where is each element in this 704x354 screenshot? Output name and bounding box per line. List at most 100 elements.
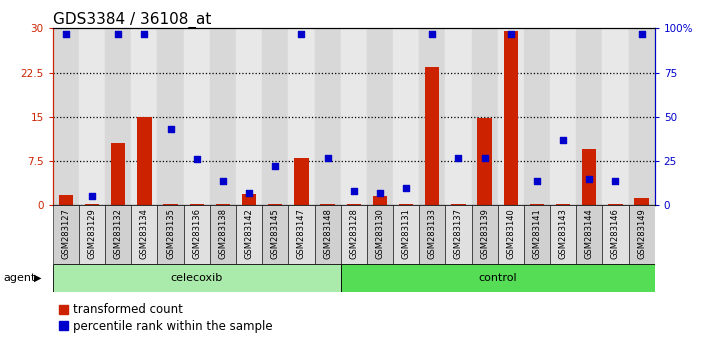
Text: celecoxib: celecoxib (170, 273, 223, 283)
Text: GSM283130: GSM283130 (375, 208, 384, 259)
Point (584, 176, 595, 182)
Text: control: control (479, 273, 517, 283)
Text: GSM283140: GSM283140 (506, 208, 515, 259)
Bar (582, 149, 596, 205)
Text: GSM283127: GSM283127 (61, 208, 70, 259)
Bar (132, 28, 158, 205)
Bar (629, 205, 655, 264)
Bar (634, 198, 649, 205)
Bar (346, 204, 361, 205)
Bar (341, 28, 367, 205)
Bar (79, 28, 105, 205)
Text: GSM283141: GSM283141 (532, 208, 541, 259)
Point (61, 31, 72, 36)
Bar (189, 204, 204, 205)
Bar (242, 194, 256, 205)
Bar (262, 28, 289, 205)
Point (375, 190, 386, 196)
Point (322, 155, 333, 160)
Text: GSM283133: GSM283133 (428, 208, 436, 259)
Point (244, 190, 255, 196)
Text: GSM283128: GSM283128 (349, 208, 358, 259)
Bar (210, 205, 236, 264)
Bar (529, 204, 544, 205)
Bar (184, 205, 210, 264)
Bar (262, 205, 289, 264)
Bar (446, 28, 472, 205)
Bar (105, 28, 132, 205)
Point (348, 188, 359, 194)
Text: ▶: ▶ (34, 273, 42, 283)
Point (296, 31, 307, 36)
Bar (111, 143, 125, 205)
Bar (451, 204, 465, 205)
Bar (53, 264, 341, 292)
Bar (341, 205, 367, 264)
Bar (268, 204, 282, 205)
Point (636, 31, 647, 36)
Point (427, 31, 438, 36)
Bar (132, 205, 158, 264)
Bar (53, 205, 79, 264)
Bar (576, 28, 603, 205)
Bar (315, 205, 341, 264)
Point (479, 155, 490, 160)
Bar (399, 204, 413, 205)
Text: GSM283147: GSM283147 (297, 208, 306, 259)
Bar (472, 205, 498, 264)
Bar (79, 205, 105, 264)
Point (610, 178, 621, 183)
Text: GSM283148: GSM283148 (323, 208, 332, 259)
Bar (524, 28, 550, 205)
Bar (550, 205, 576, 264)
Bar (498, 28, 524, 205)
Bar (550, 28, 576, 205)
Bar (419, 28, 446, 205)
Bar (425, 67, 439, 205)
Point (453, 155, 464, 160)
Text: GSM283138: GSM283138 (218, 208, 227, 259)
Bar (320, 204, 335, 205)
Bar (576, 205, 603, 264)
Text: GDS3384 / 36108_at: GDS3384 / 36108_at (53, 12, 211, 28)
Bar (608, 204, 622, 205)
Text: GSM283149: GSM283149 (637, 208, 646, 259)
Text: agent: agent (4, 273, 36, 283)
Bar (53, 28, 79, 205)
Text: GSM283129: GSM283129 (87, 208, 96, 259)
Bar (503, 31, 518, 205)
Bar (158, 205, 184, 264)
Point (558, 137, 569, 143)
Text: GSM283137: GSM283137 (454, 208, 463, 259)
Bar (603, 205, 629, 264)
Text: GSM283134: GSM283134 (140, 208, 149, 259)
Bar (105, 205, 132, 264)
Bar (367, 28, 393, 205)
Bar (236, 28, 262, 205)
Bar (315, 28, 341, 205)
Text: GSM283142: GSM283142 (244, 208, 253, 259)
Bar (603, 28, 629, 205)
Text: GSM283143: GSM283143 (558, 208, 567, 259)
Bar (393, 28, 419, 205)
Bar (184, 28, 210, 205)
Text: GSM283146: GSM283146 (611, 208, 620, 259)
Bar (210, 28, 236, 205)
Bar (556, 204, 570, 205)
Legend: transformed count, percentile rank within the sample: transformed count, percentile rank withi… (58, 303, 272, 333)
Bar (289, 205, 315, 264)
Point (401, 185, 412, 190)
Text: GSM283135: GSM283135 (166, 208, 175, 259)
Bar (629, 28, 655, 205)
Text: GSM283139: GSM283139 (480, 208, 489, 259)
Point (505, 31, 517, 36)
Text: GSM283136: GSM283136 (192, 208, 201, 259)
Point (113, 31, 124, 36)
Bar (524, 205, 550, 264)
Bar (215, 204, 230, 205)
Bar (289, 28, 315, 205)
Text: GSM283145: GSM283145 (271, 208, 279, 259)
Bar (477, 118, 492, 205)
Point (139, 31, 150, 36)
Text: GSM283144: GSM283144 (585, 208, 593, 259)
